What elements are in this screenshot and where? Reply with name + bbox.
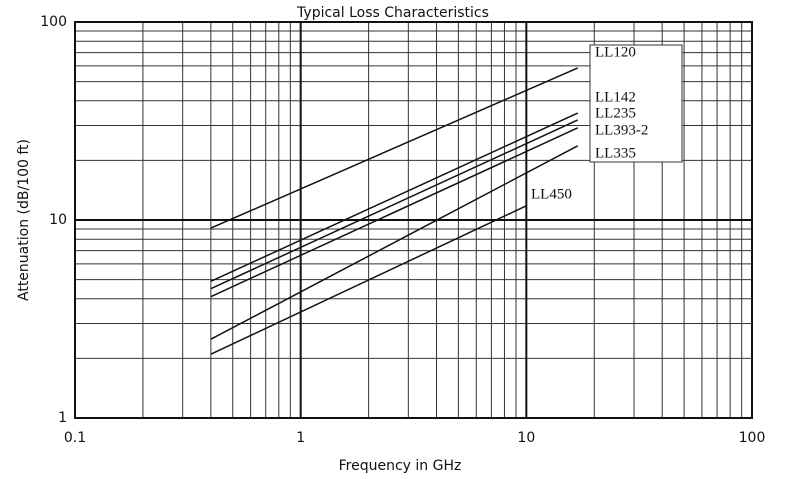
x-tick-label: 1 [296, 430, 305, 446]
series-label: LL120 [595, 44, 636, 60]
x-tick-label: 100 [739, 430, 766, 446]
series-label: LL393-2 [595, 122, 648, 138]
series-line [210, 145, 579, 340]
series-label: LL235 [595, 105, 636, 121]
series-label: LL335 [595, 145, 636, 161]
chart-title: Typical Loss Characteristics [296, 5, 489, 21]
series-label: LL142 [595, 89, 636, 105]
series-line [210, 67, 579, 229]
series-label: LL450 [531, 186, 572, 202]
series-line [210, 112, 579, 283]
series-line [210, 119, 579, 290]
x-tick-label: 10 [517, 430, 535, 446]
y-tick-label: 10 [49, 212, 67, 228]
y-axis-label: Attenuation (dB/100 ft) [16, 139, 32, 301]
series-line [210, 127, 579, 298]
y-tick-label: 1 [58, 410, 67, 426]
x-tick-label: 0.1 [64, 430, 86, 446]
y-tick-label: 100 [40, 14, 67, 30]
plot-frame [74, 21, 753, 419]
label-box [589, 44, 683, 163]
series-line [210, 205, 527, 355]
x-axis-label: Frequency in GHz [339, 458, 462, 474]
